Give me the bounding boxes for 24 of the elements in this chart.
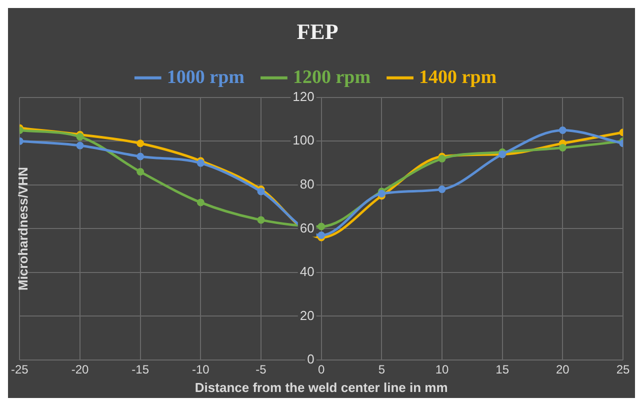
x-tick-label: -25: [11, 362, 29, 377]
x-axis-title: Distance from the weld center line in mm: [194, 380, 448, 395]
y-tick-label: 0: [307, 352, 314, 367]
x-tick-label: 5: [378, 362, 386, 377]
x-tick-label: -5: [256, 362, 267, 377]
y-tick-label: 80: [300, 176, 314, 192]
legend-label: 1200 rpm: [292, 66, 371, 88]
x-tick-label: 20: [556, 362, 570, 377]
y-axis-title: Microhardness/VHN: [16, 166, 31, 290]
x-tick-label: 15: [496, 362, 510, 377]
x-tick-label: 10: [435, 362, 449, 377]
y-tick-label: 120: [292, 88, 314, 104]
y-tick-label: 100: [292, 132, 314, 148]
legend-label: 1400 rpm: [419, 66, 497, 88]
chart-title: FEP: [296, 18, 338, 44]
x-tick-label: -20: [71, 362, 90, 377]
x-tick-label: -15: [132, 362, 150, 377]
y-tick-label: 60: [300, 220, 314, 236]
x-tick-label: -10: [192, 362, 210, 377]
legend-label: 1000 rpm: [166, 66, 245, 88]
x-tick-label: 25: [616, 362, 630, 377]
y-tick-label: 40: [300, 264, 314, 280]
x-tick-label: 0: [318, 362, 325, 377]
y-tick-label: 20: [300, 308, 314, 323]
